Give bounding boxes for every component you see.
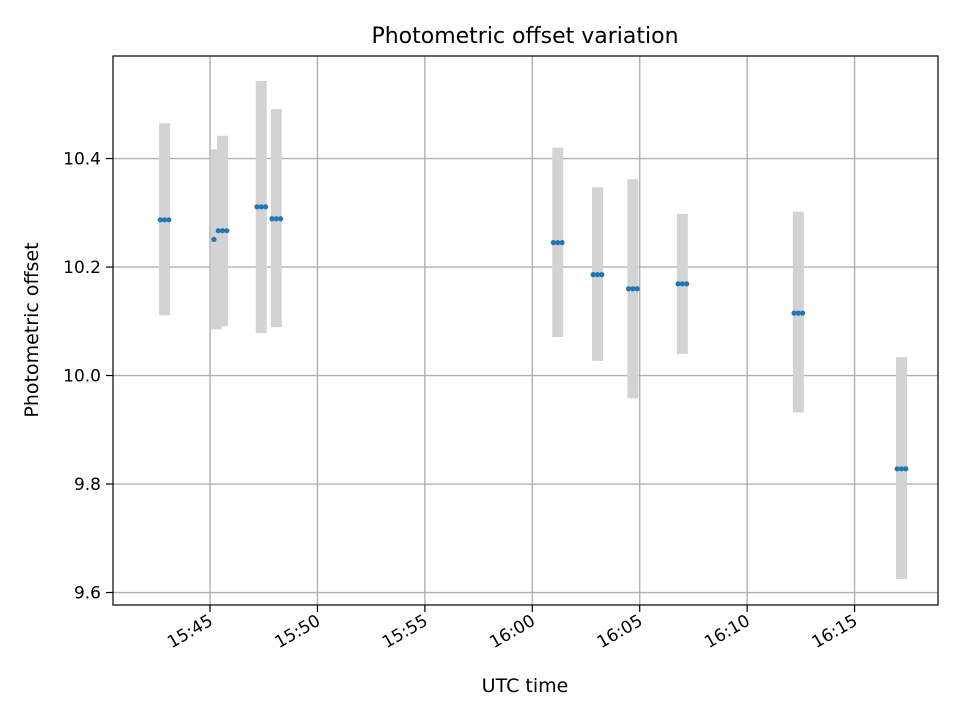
data-point [211, 236, 217, 242]
data-point [594, 272, 601, 278]
y-tick-label: 9.6 [74, 584, 101, 604]
data-points [157, 204, 909, 472]
data-point [555, 240, 561, 246]
data-point [903, 466, 909, 472]
data-point [679, 281, 685, 287]
x-axis-label: UTC time [482, 675, 569, 697]
data-point [894, 466, 900, 472]
data-point [559, 240, 565, 246]
data-point [634, 286, 640, 292]
data-point [269, 216, 275, 222]
data-point [161, 217, 168, 223]
data-point [258, 204, 264, 210]
y-tick-label: 10.4 [63, 150, 101, 170]
y-axis-label: Photometric offset [21, 242, 43, 417]
plot-frame [112, 55, 939, 606]
data-point [630, 286, 636, 292]
data-point [262, 204, 269, 210]
data-point [550, 240, 557, 246]
chart-title: Photometric offset variation [371, 24, 678, 49]
y-tick-label: 10.2 [63, 258, 101, 278]
y-tick-label: 10.0 [63, 367, 101, 387]
data-point [626, 286, 632, 292]
data-point [277, 216, 284, 222]
data-point [590, 272, 596, 278]
data-point [224, 228, 230, 234]
data-point [166, 217, 172, 223]
data-point [791, 310, 797, 316]
data-point [215, 228, 221, 234]
data-point [599, 272, 605, 278]
data-point [898, 466, 905, 472]
data-point [157, 217, 163, 223]
data-point [795, 310, 801, 316]
data-point [684, 281, 690, 287]
data-point [800, 310, 806, 316]
data-point [273, 216, 279, 222]
data-point [254, 204, 260, 210]
y-tick-label: 9.8 [74, 475, 101, 495]
data-point [219, 228, 226, 234]
data-point [675, 281, 681, 287]
